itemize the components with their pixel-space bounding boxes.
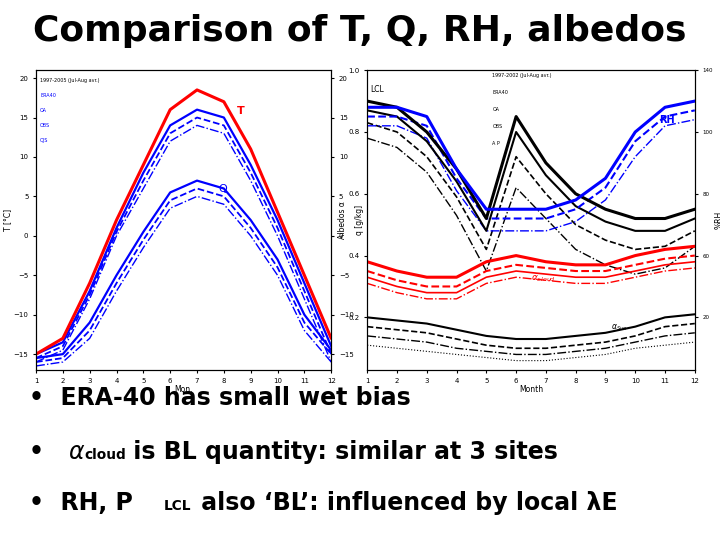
- Text: also ‘BL’: influenced by local λE: also ‘BL’: influenced by local λE: [193, 491, 618, 515]
- Text: Q: Q: [218, 185, 228, 194]
- Text: T: T: [238, 106, 245, 116]
- Text: LCL: LCL: [370, 85, 384, 94]
- Text: α: α: [68, 440, 84, 463]
- Text: LCL: LCL: [164, 500, 192, 514]
- Text: OBS: OBS: [40, 123, 50, 128]
- Text: •  RH, P: • RH, P: [29, 491, 132, 515]
- Y-axis label: Albedos α: Albedos α: [338, 201, 347, 239]
- Text: Comparison of T, Q, RH, albedos: Comparison of T, Q, RH, albedos: [33, 14, 687, 48]
- Y-axis label: q [g/kg]: q [g/kg]: [355, 205, 364, 235]
- Text: ERA40: ERA40: [40, 93, 56, 98]
- X-axis label: Month: Month: [519, 385, 543, 394]
- Text: $\alpha_{Sun}$: $\alpha_{Sun}$: [611, 323, 629, 333]
- Text: •  ERA-40 has small wet bias: • ERA-40 has small wet bias: [29, 386, 410, 410]
- Text: 1997-2002 (Jul-Aug avr.): 1997-2002 (Jul-Aug avr.): [492, 73, 552, 78]
- Text: OBS: OBS: [492, 124, 503, 129]
- Text: is BL quantity: similar at 3 sites: is BL quantity: similar at 3 sites: [125, 440, 557, 464]
- X-axis label: Mon.: Mon.: [174, 385, 193, 394]
- Text: $\alpha_{cloud}$: $\alpha_{cloud}$: [531, 273, 556, 284]
- Y-axis label: T [°C]: T [°C]: [3, 209, 12, 231]
- Text: cloud: cloud: [84, 448, 126, 462]
- Text: •: •: [29, 440, 60, 464]
- Text: ERA40: ERA40: [492, 90, 508, 95]
- Text: OA: OA: [492, 107, 499, 112]
- Text: OJS: OJS: [40, 138, 48, 143]
- Text: RH: RH: [659, 114, 675, 125]
- Text: A P: A P: [492, 141, 500, 146]
- Y-axis label: %RH: %RH: [714, 211, 720, 229]
- Text: OA: OA: [40, 108, 47, 113]
- Text: 1997-2005 (Jul-Aug avr.): 1997-2005 (Jul-Aug avr.): [40, 78, 99, 83]
